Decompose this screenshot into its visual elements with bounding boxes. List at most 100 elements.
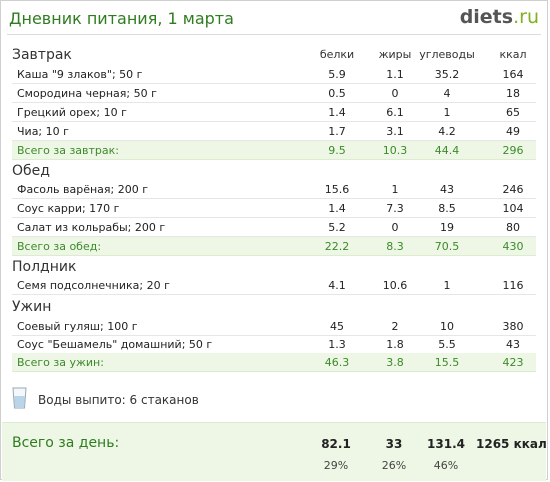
carbs-value: 35.2 bbox=[434, 68, 460, 81]
protein-total: 9.5 bbox=[328, 144, 346, 157]
protein-total: 46.3 bbox=[324, 356, 350, 369]
kcal-value: 80 bbox=[506, 221, 520, 234]
total-label: Всего за обед: bbox=[17, 240, 102, 253]
table-row: Соевый гуляш; 100 г 45 2 10 380 bbox=[12, 317, 536, 336]
table-row: Каша "9 злаков"; 50 г 5.9 1.1 35.2 164 bbox=[12, 65, 536, 84]
water-text: Воды выпито: 6 стаканов bbox=[38, 393, 199, 407]
column-header-carbs: углеводы bbox=[419, 48, 475, 61]
meal-title-breakfast: Завтрак bbox=[12, 47, 72, 63]
column-header-protein: белки bbox=[319, 48, 355, 61]
protein-value: 45 bbox=[330, 320, 344, 333]
fat-total: 3.8 bbox=[386, 356, 404, 369]
table-row: Соус "Бешамель" домашний; 50 г 1.3 1.8 5… bbox=[12, 335, 536, 354]
protein-value: 5.2 bbox=[328, 221, 346, 234]
kcal-total: 430 bbox=[502, 240, 524, 253]
meal-total-row: Всего за обед: 22.2 8.3 70.5 430 bbox=[12, 237, 536, 256]
kcal-value: 65 bbox=[506, 106, 520, 119]
meal-total-row: Всего за ужин: 46.3 3.8 15.5 423 bbox=[12, 353, 536, 372]
fat-value: 6.1 bbox=[386, 106, 404, 119]
carbs-value: 4 bbox=[443, 87, 451, 100]
food-name: Фасоль варёная; 200 г bbox=[17, 183, 148, 196]
kcal-total: 296 bbox=[502, 144, 524, 157]
carbs-value: 8.5 bbox=[438, 202, 456, 215]
day-total-label: Всего за день: bbox=[12, 435, 120, 451]
day-kcal: 1265 ккал bbox=[476, 437, 547, 451]
carbs-value: 43 bbox=[440, 183, 454, 196]
food-name: Соевый гуляш; 100 г bbox=[17, 320, 138, 333]
protein-value: 1.4 bbox=[328, 202, 346, 215]
kcal-value: 49 bbox=[506, 125, 520, 138]
water-glass-icon bbox=[12, 387, 27, 409]
fat-value: 1.1 bbox=[386, 68, 404, 81]
header: Дневник питания, 1 марта diets.ru bbox=[9, 6, 539, 29]
header-divider bbox=[7, 34, 541, 35]
carbs-total: 15.5 bbox=[434, 356, 460, 369]
food-name: Грецкий орех; 10 г bbox=[17, 106, 127, 119]
table-row: Грецкий орех; 10 г 1.4 6.1 1 65 bbox=[12, 103, 536, 122]
food-name: Каша "9 злаков"; 50 г bbox=[17, 68, 143, 81]
fat-value: 1 bbox=[391, 183, 399, 196]
food-name: Салат из кольрабы; 200 г bbox=[17, 221, 166, 234]
fat-value: 7.3 bbox=[386, 202, 404, 215]
carbs-value: 1 bbox=[443, 279, 451, 292]
carbs-value: 1 bbox=[443, 106, 451, 119]
food-name: Семя подсолнечника; 20 г bbox=[17, 279, 170, 292]
protein-value: 1.4 bbox=[328, 106, 346, 119]
fat-value: 3.1 bbox=[386, 125, 404, 138]
kcal-value: 380 bbox=[502, 320, 524, 333]
logo-main: diets bbox=[459, 6, 514, 28]
table-row: Салат из кольрабы; 200 г 5.2 0 19 80 bbox=[12, 218, 536, 237]
table-row: Чиа; 10 г 1.7 3.1 4.2 49 bbox=[12, 122, 536, 141]
kcal-value: 164 bbox=[502, 68, 524, 81]
day-fat-percent: 26% bbox=[381, 459, 407, 472]
kcal-value: 116 bbox=[502, 279, 524, 292]
protein-value: 15.6 bbox=[324, 183, 350, 196]
protein-value: 4.1 bbox=[328, 279, 346, 292]
food-name: Соус "Бешамель" домашний; 50 г bbox=[17, 338, 213, 351]
fat-value: 0 bbox=[391, 87, 399, 100]
table-row: Соус карри; 170 г 1.4 7.3 8.5 104 bbox=[12, 199, 536, 218]
table-row: Семя подсолнечника; 20 г 4.1 10.6 1 116 bbox=[12, 276, 536, 295]
page-title: Дневник питания, 1 марта bbox=[9, 9, 234, 28]
kcal-value: 43 bbox=[506, 338, 520, 351]
site-logo[interactable]: diets.ru bbox=[460, 6, 539, 28]
logo-tld: .ru bbox=[513, 6, 539, 28]
food-name: Смородина черная; 50 г bbox=[17, 87, 157, 100]
total-label: Всего за завтрак: bbox=[17, 144, 120, 157]
day-protein-percent: 29% bbox=[323, 459, 349, 472]
day-protein: 82.1 bbox=[321, 437, 351, 451]
day-fat: 33 bbox=[385, 437, 403, 451]
meal-title-snack: Полдник bbox=[12, 259, 77, 275]
protein-value: 1.3 bbox=[328, 338, 346, 351]
protein-value: 1.7 bbox=[328, 125, 346, 138]
meal-title-lunch: Обед bbox=[12, 163, 50, 179]
total-label: Всего за ужин: bbox=[17, 356, 104, 369]
carbs-total: 70.5 bbox=[434, 240, 460, 253]
fat-value: 0 bbox=[391, 221, 399, 234]
carbs-value: 19 bbox=[440, 221, 454, 234]
kcal-value: 18 bbox=[506, 87, 520, 100]
day-carbs: 131.4 bbox=[427, 437, 465, 451]
carbs-total: 44.4 bbox=[434, 144, 460, 157]
kcal-total: 423 bbox=[502, 356, 524, 369]
carbs-value: 5.5 bbox=[438, 338, 456, 351]
meal-title-dinner: Ужин bbox=[12, 299, 52, 315]
carbs-value: 10 bbox=[440, 320, 454, 333]
table-row: Фасоль варёная; 200 г 15.6 1 43 246 bbox=[12, 180, 536, 199]
protein-value: 5.9 bbox=[328, 68, 346, 81]
kcal-value: 104 bbox=[502, 202, 524, 215]
fat-value: 2 bbox=[391, 320, 399, 333]
food-name: Соус карри; 170 г bbox=[17, 202, 120, 215]
protein-total: 22.2 bbox=[324, 240, 350, 253]
carbs-value: 4.2 bbox=[438, 125, 456, 138]
fat-total: 10.3 bbox=[382, 144, 408, 157]
day-carbs-percent: 46% bbox=[433, 459, 459, 472]
meal-total-row: Всего за завтрак: 9.5 10.3 44.4 296 bbox=[12, 141, 536, 160]
day-total-panel: Всего за день: 82.1 33 131.4 1265 ккал 2… bbox=[2, 422, 547, 481]
table-row: Смородина черная; 50 г 0.5 0 4 18 bbox=[12, 84, 536, 103]
fat-value: 10.6 bbox=[382, 279, 408, 292]
fat-total: 8.3 bbox=[386, 240, 404, 253]
fat-value: 1.8 bbox=[386, 338, 404, 351]
food-name: Чиа; 10 г bbox=[17, 125, 69, 138]
